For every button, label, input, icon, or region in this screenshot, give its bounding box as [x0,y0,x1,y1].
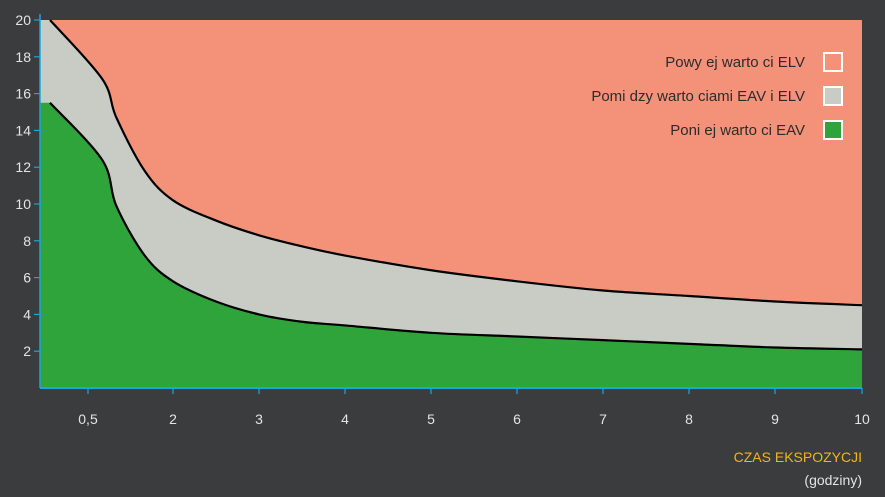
y-tick-label: 2 [23,343,31,359]
y-tick-label: 8 [23,233,31,249]
y-tick-label: 16 [15,86,31,102]
x-axis-label: CZAS EKSPOZYCJI [734,449,862,465]
area-left-strip-green [40,102,51,389]
x-tick-label: 6 [513,411,521,427]
area-between-eav-elv [50,20,862,388]
x-tick-label: 8 [685,411,693,427]
legend-label: Pomi dzy warto ciami EAV i ELV [591,88,805,105]
elv-boundary-line [49,19,863,307]
x-tick-label: 5 [427,411,435,427]
x-axis-unit: (godziny) [804,472,862,488]
legend-label: Powy ej warto ci ELV [665,54,805,71]
x-tick-label: 2 [169,411,177,427]
x-tick-label: 9 [771,411,779,427]
y-tick-label: 18 [15,49,31,65]
y-tick-label: 4 [23,306,31,322]
y-tick-label: 12 [15,159,31,175]
y-tick-label: 20 [15,12,31,28]
legend-swatch [823,120,843,140]
x-tick-label: 10 [854,411,870,427]
x-tick-label: 7 [599,411,607,427]
x-tick-label: 3 [255,411,263,427]
y-tick-label: 6 [23,270,31,286]
area-below-eav [50,102,862,389]
y-tick-label: 10 [15,196,31,212]
legend-swatch [823,52,843,72]
x-tick-label: 4 [341,411,349,427]
y-tick-label: 14 [15,122,31,138]
x-tick-label: 0,5 [78,411,98,427]
eav-boundary-line [49,102,863,351]
legend-swatch [823,86,843,106]
legend-label: Poni ej warto ci EAV [670,122,805,139]
